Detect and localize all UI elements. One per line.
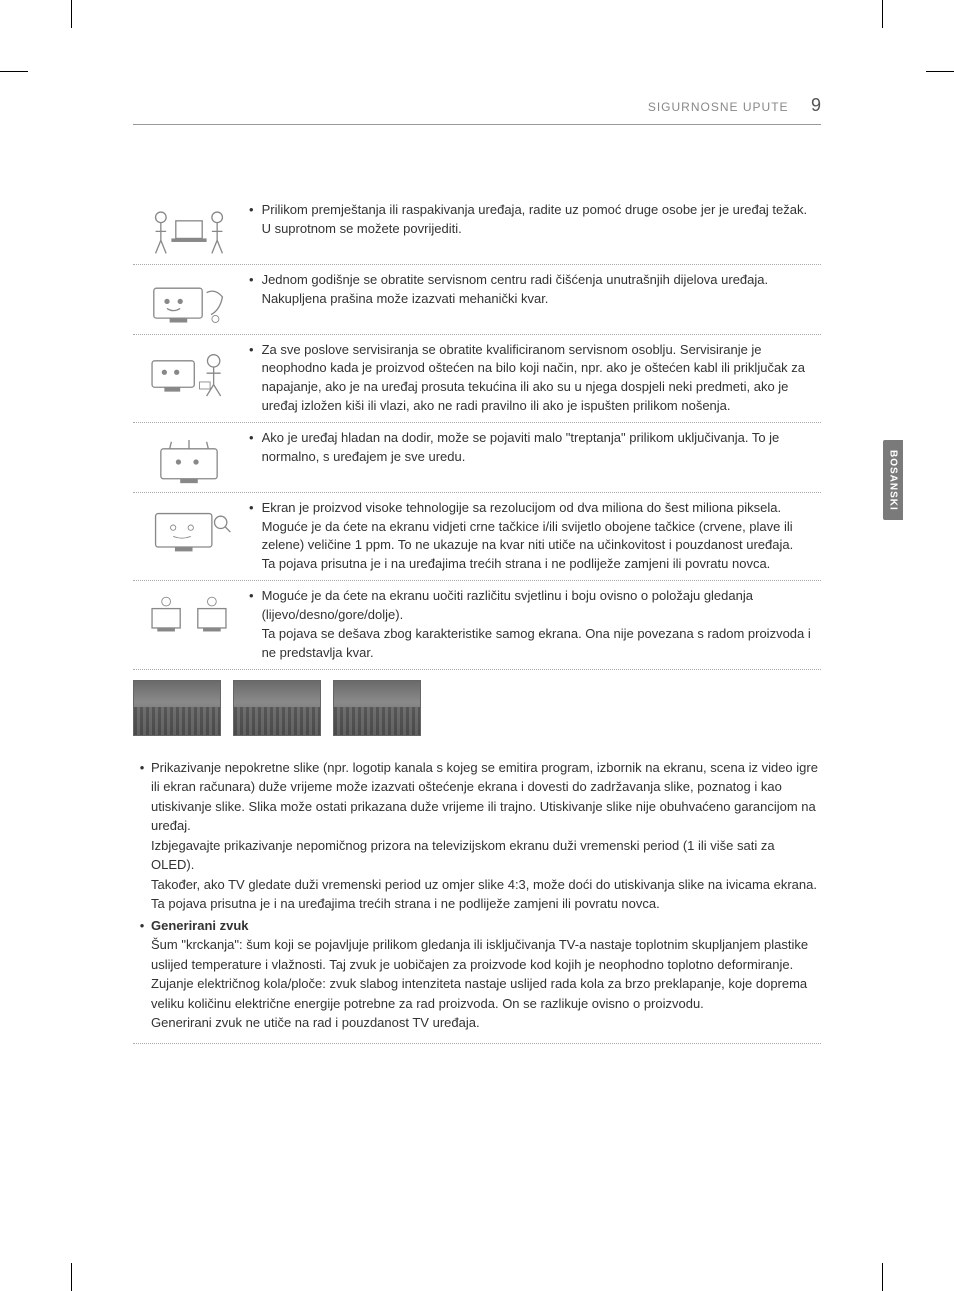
row-line: Ta pojava se dešava zbog karakteristike … <box>262 626 811 660</box>
safety-row: Prilikom premještanja ili raspakivanja u… <box>133 195 821 265</box>
list-item: Prikazivanje nepokretne slike (npr. logo… <box>133 758 821 914</box>
photo-strip <box>133 670 821 756</box>
monitor-clean-icon <box>133 271 245 328</box>
row-line: Ekran je proizvod visoke tehnologije sa … <box>262 500 794 553</box>
paragraph: Izbjegavajte prikazivanje nepomičnog pri… <box>151 838 775 873</box>
paragraph: Ta pojava prisutna je i na uređajima tre… <box>151 896 660 911</box>
row-line: Jednom godišnje se obratite servisnom ce… <box>262 272 769 287</box>
paragraph: Prikazivanje nepokretne slike (npr. logo… <box>151 760 818 834</box>
row-text: Prilikom premještanja ili raspakivanja u… <box>245 201 821 258</box>
row-text: Jednom godišnje se obratite servisnom ce… <box>245 271 821 328</box>
safety-row: Ako je uređaj hladan na dodir, može se p… <box>133 423 821 493</box>
safety-row: Jednom godišnje se obratite servisnom ce… <box>133 265 821 335</box>
service-person-icon <box>133 341 245 416</box>
row-line: Nakupljena prašina može izazvati mehanič… <box>262 291 549 306</box>
viewing-angle-icon <box>133 587 245 662</box>
safety-row: Za sve poslove servisiranja se obratite … <box>133 335 821 423</box>
cold-tv-icon <box>133 429 245 486</box>
row-line: Ta pojava prisutna je i na uređajima tre… <box>262 556 771 571</box>
row-text: Za sve poslove servisiranja se obratite … <box>245 341 821 416</box>
list-item: Generirani zvuk Šum "krckanja": šum koji… <box>133 916 821 1033</box>
page-header: SIGURNOSNE UPUTE 9 <box>133 95 821 125</box>
safety-row: Moguće je da ćete na ekranu uočiti razli… <box>133 581 821 669</box>
paragraph: Također, ako TV gledate duži vremenski p… <box>151 877 817 892</box>
sample-photo-icon <box>233 680 321 736</box>
sample-photo-icon <box>133 680 221 736</box>
row-line: Za sve poslove servisiranja se obratite … <box>262 342 805 414</box>
paragraph: Generirani zvuk ne utiče na rad i pouzda… <box>151 1015 480 1030</box>
two-people-carry-icon <box>133 201 245 258</box>
row-text: Moguće je da ćete na ekranu uočiti razli… <box>245 587 821 662</box>
safety-row: Ekran je proizvod visoke tehnologije sa … <box>133 493 821 581</box>
row-line: Ako je uređaj hladan na dodir, može se p… <box>262 430 780 464</box>
pixel-screen-icon <box>133 499 245 574</box>
page-number: 9 <box>811 95 821 115</box>
item-title: Generirani zvuk <box>151 918 249 933</box>
section-title: SIGURNOSNE UPUTE <box>648 100 789 114</box>
page-content: SIGURNOSNE UPUTE 9 BOSANSKI Prilikom pre… <box>133 95 821 1044</box>
lower-list: Prikazivanje nepokretne slike (npr. logo… <box>133 758 821 1044</box>
row-text: Ekran je proizvod visoke tehnologije sa … <box>245 499 821 574</box>
paragraph: Šum "krckanja": šum koji se pojavljuje p… <box>151 937 808 1011</box>
row-line: U suprotnom se možete povrijediti. <box>262 221 462 236</box>
row-line: Prilikom premještanja ili raspakivanja u… <box>262 202 808 217</box>
row-text: Ako je uređaj hladan na dodir, može se p… <box>245 429 821 486</box>
sample-photo-icon <box>333 680 421 736</box>
language-tab: BOSANSKI <box>883 440 903 520</box>
row-line: Moguće je da ćete na ekranu uočiti razli… <box>262 588 753 622</box>
